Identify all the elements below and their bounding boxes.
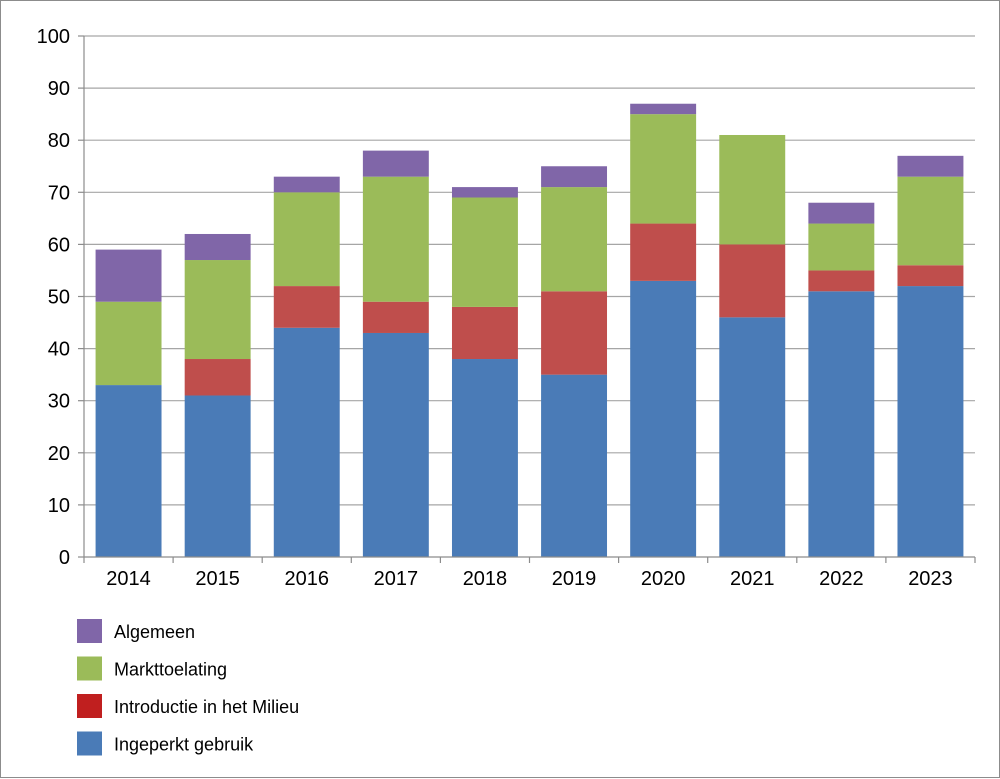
bar-2014-ingeperkt-gebruik	[95, 385, 162, 557]
legend-swatch-ingeperkt-gebruik	[77, 731, 102, 756]
bar-2019-markttoelating	[541, 187, 608, 292]
y-tick-label: 30	[48, 391, 70, 413]
legend-label: Ingeperkt gebruik	[114, 735, 254, 755]
bar-2019-algemeen	[541, 166, 608, 188]
bar-2015-algemeen	[184, 233, 251, 261]
x-axis-ticks: 2014 2015 2016 2017 2018 2019 2020 2021 2022 2023	[83, 557, 976, 590]
bar-2019-ingeperkt-gebruik	[541, 374, 608, 557]
y-tick-label: 40	[48, 339, 70, 361]
bar-2022-markttoelating	[808, 223, 875, 271]
bar-2016-algemeen	[273, 176, 340, 193]
bar-2023-introductie-in-het-milieu	[897, 265, 964, 287]
bar-2018-algemeen	[451, 187, 518, 198]
y-tick-label: 70	[48, 182, 70, 204]
bar-2021-ingeperkt-gebruik	[719, 317, 786, 557]
y-tick-label: 100	[37, 26, 70, 48]
bar-2019-introductie-in-het-milieu	[541, 291, 608, 375]
y-axis-ticks: 0 10 20 30 40 50 60 70 80 90 100	[37, 26, 84, 569]
x-tick-label: 2019	[552, 568, 597, 590]
x-tick-label: 2017	[374, 568, 419, 590]
y-tick-label: 90	[48, 78, 70, 100]
x-tick-label: 2021	[730, 568, 775, 590]
bar-2020-ingeperkt-gebruik	[630, 280, 697, 557]
bar-2015-markttoelating	[184, 260, 251, 360]
legend-label: Algemeen	[114, 622, 195, 642]
x-tick-label: 2022	[819, 568, 864, 590]
bar-2018-ingeperkt-gebruik	[451, 359, 518, 557]
bar-2016-introductie-in-het-milieu	[273, 286, 340, 328]
bar-2022-introductie-in-het-milieu	[808, 270, 875, 292]
bars	[95, 103, 964, 557]
legend-label: Markttoelating	[114, 660, 227, 680]
bar-2023-markttoelating	[897, 176, 964, 266]
x-tick-label: 2020	[641, 568, 686, 590]
bar-2020-markttoelating	[630, 114, 697, 224]
bar-2017-introductie-in-het-milieu	[362, 301, 429, 333]
bar-2017-markttoelating	[362, 176, 429, 302]
bar-2015-introductie-in-het-milieu	[184, 359, 251, 396]
bar-2016-markttoelating	[273, 192, 340, 287]
bar-2022-algemeen	[808, 202, 875, 224]
bar-2023-algemeen	[897, 155, 964, 177]
bar-2014-markttoelating	[95, 301, 162, 386]
bar-2020-algemeen	[630, 103, 697, 115]
bar-2018-markttoelating	[451, 197, 518, 307]
y-tick-label: 20	[48, 443, 70, 465]
x-tick-label: 2016	[285, 568, 330, 590]
legend-swatch-markttoelating	[77, 656, 102, 681]
bar-2021-markttoelating	[719, 134, 786, 245]
bar-2017-ingeperkt-gebruik	[362, 332, 429, 557]
bar-2014-algemeen	[95, 249, 162, 302]
bar-2023-ingeperkt-gebruik	[897, 286, 964, 557]
legend: Algemeen Markttoelating Introductie in het…	[77, 619, 299, 756]
bar-2018-introductie-in-het-milieu	[451, 306, 518, 360]
x-tick-label: 2023	[908, 568, 953, 590]
x-tick-label: 2014	[106, 568, 151, 590]
x-tick-label: 2015	[195, 568, 240, 590]
legend-label: Introductie in het Milieu	[114, 697, 299, 717]
bar-2020-introductie-in-het-milieu	[630, 223, 697, 281]
bar-2016-ingeperkt-gebruik	[273, 327, 340, 557]
y-tick-label: 60	[48, 234, 70, 256]
x-tick-label: 2018	[463, 568, 508, 590]
y-tick-label: 80	[48, 130, 70, 152]
bar-2017-algemeen	[362, 150, 429, 177]
bar-2021-introductie-in-het-milieu	[719, 244, 786, 318]
legend-swatch-algemeen	[77, 619, 102, 643]
y-tick-label: 10	[48, 495, 70, 517]
legend-swatch-introductie-in-het-milieu	[77, 694, 102, 718]
y-tick-label: 0	[59, 547, 70, 569]
bar-2015-ingeperkt-gebruik	[184, 395, 251, 557]
bar-2022-ingeperkt-gebruik	[808, 291, 875, 557]
y-tick-label: 50	[48, 287, 70, 309]
